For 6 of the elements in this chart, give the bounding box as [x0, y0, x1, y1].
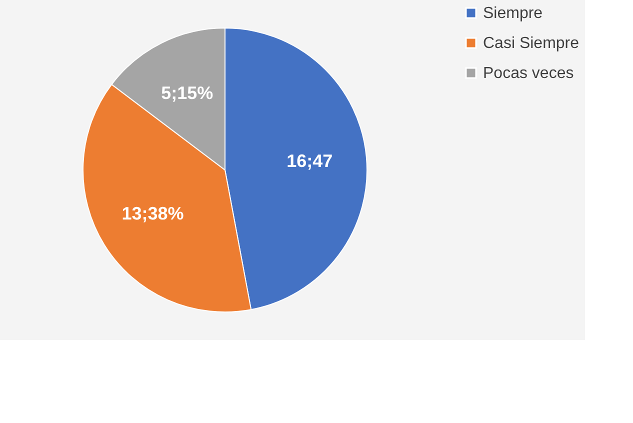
legend-label: Pocas veces [483, 65, 574, 82]
legend-label: Casi Siempre [483, 35, 580, 52]
data-label: 5;15% [161, 82, 214, 103]
data-label: 16;47 [286, 151, 333, 172]
data-label: 13;38% [122, 204, 184, 224]
legend-label: Siempre [483, 5, 543, 22]
